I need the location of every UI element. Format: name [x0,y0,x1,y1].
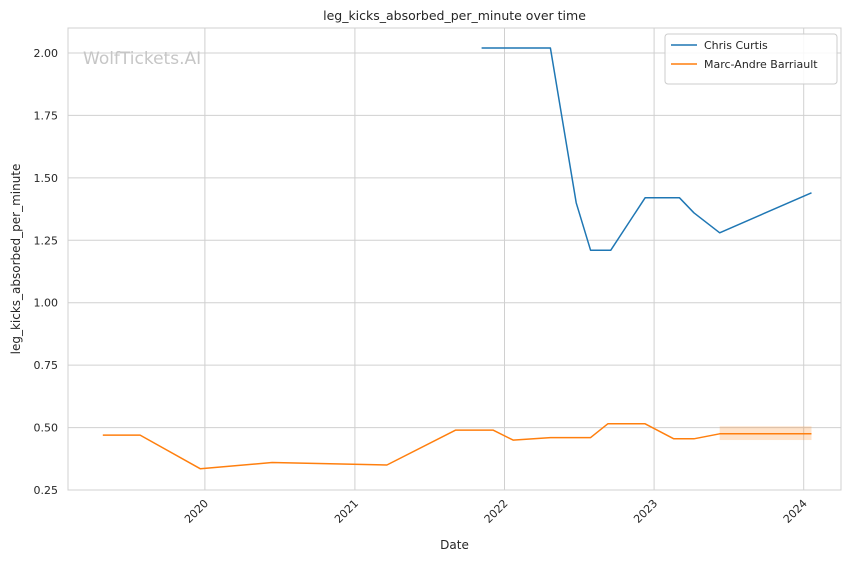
plot-frame [67,27,842,491]
series-layer [102,47,812,470]
y-tick-labels: 0.25 0.50 0.75 1.00 1.25 1.50 1.75 2.00 [34,47,59,497]
x-tick-label: 2020 [182,497,211,526]
legend: Chris Curtis Marc-Andre Barriault [664,33,838,85]
x-tick-labels: 2020 2021 2022 2023 2024 [182,497,810,526]
legend-label: Marc-Andre Barriault [704,58,818,71]
legend-frame [664,33,838,85]
series-line-0 [481,47,812,252]
y-tick-label: 1.25 [34,234,59,247]
x-axis-label: Date [440,538,469,552]
watermark-text: WolfTickets.AI [83,49,201,69]
y-tick-label: 0.75 [34,359,59,372]
y-tick-label: 0.50 [34,422,59,435]
y-tick-label: 1.00 [34,297,59,310]
x-tick-label: 2024 [781,497,810,526]
y-tick-label: 0.25 [34,484,59,497]
grid-layer [68,28,841,491]
x-tick-label: 2022 [482,497,511,526]
chart-title: leg_kicks_absorbed_per_minute over time [323,8,586,23]
y-tick-label: 1.50 [34,172,59,185]
y-tick-label: 2.00 [34,47,59,60]
series-line-1 [102,423,812,470]
legend-label: Chris Curtis [704,39,768,52]
y-tick-label: 1.75 [34,109,59,122]
y-axis-label: leg_kicks_absorbed_per_minute [9,164,23,355]
x-tick-label: 2023 [631,497,660,526]
x-tick-label: 2021 [332,497,361,526]
